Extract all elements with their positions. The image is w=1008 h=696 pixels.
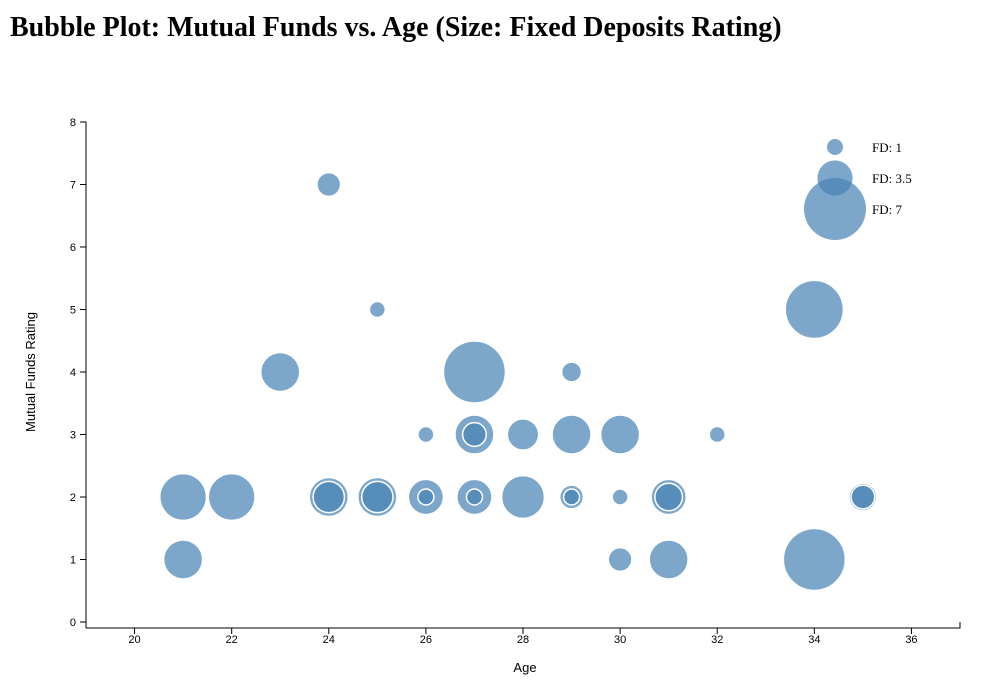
y-tick-label: 3 xyxy=(70,430,76,442)
legend-bubble xyxy=(827,139,843,155)
legend-label: FD: 3.5 xyxy=(872,171,912,186)
bubble-point xyxy=(654,482,684,512)
x-axis-line xyxy=(86,622,961,629)
bubble-point xyxy=(162,539,204,580)
bubble-point xyxy=(562,488,581,506)
bubble-point xyxy=(368,300,387,319)
bubble-point xyxy=(442,340,507,404)
bubble-point xyxy=(417,488,435,506)
bubble-point xyxy=(648,539,689,580)
x-tick-label: 26 xyxy=(420,634,432,646)
bubble-point xyxy=(159,472,208,522)
x-tick-label: 36 xyxy=(905,634,917,646)
bubble-point xyxy=(607,546,633,573)
bubble-point xyxy=(417,425,435,444)
bubble-point xyxy=(599,414,641,455)
bubbles-layer xyxy=(159,171,878,592)
bubble-point xyxy=(560,361,583,383)
bubble-point xyxy=(506,418,540,451)
legend-label: FD: 7 xyxy=(872,202,902,217)
bubble-point xyxy=(500,474,546,520)
bubble-point xyxy=(316,171,342,198)
x-tick-label: 20 xyxy=(128,634,140,646)
bubble-point xyxy=(782,527,847,592)
y-tick-label: 7 xyxy=(70,180,76,192)
x-tick-label: 30 xyxy=(614,634,626,646)
bubble-point xyxy=(465,488,484,506)
y-tick-label: 6 xyxy=(70,242,76,254)
legend: FD: 1 FD: 3.5 FD: 7 xyxy=(804,139,912,240)
bubble-point xyxy=(850,484,876,510)
legend-label: FD: 1 xyxy=(872,140,902,155)
chart-title: Bubble Plot: Mutual Funds vs. Age (Size:… xyxy=(10,12,782,43)
y-tick-label: 5 xyxy=(70,305,76,317)
bubble-point xyxy=(708,425,726,444)
y-tick-label: 1 xyxy=(70,555,76,567)
y-tick-label: 2 xyxy=(70,492,76,504)
bubble-point xyxy=(784,279,845,340)
x-tick-label: 28 xyxy=(517,634,529,646)
bubble-point xyxy=(461,421,488,448)
x-tick-label: 22 xyxy=(226,634,238,646)
x-tick-label: 24 xyxy=(323,634,335,646)
y-axis-title: Mutual Funds Rating xyxy=(23,312,38,432)
y-tick-label: 8 xyxy=(70,117,76,129)
x-tick-label: 32 xyxy=(711,634,723,646)
bubble-point xyxy=(312,480,346,514)
bubble-point xyxy=(207,472,256,522)
y-tick-label: 0 xyxy=(70,617,76,629)
legend-bubble xyxy=(804,178,866,240)
bubble-point xyxy=(611,488,629,506)
y-tick-label: 4 xyxy=(70,367,76,379)
bubble-point xyxy=(360,480,394,514)
bubble-point xyxy=(551,414,592,455)
x-tick-label: 34 xyxy=(808,634,820,646)
x-axis-title: Age xyxy=(513,660,536,675)
bubble-point xyxy=(259,351,301,393)
